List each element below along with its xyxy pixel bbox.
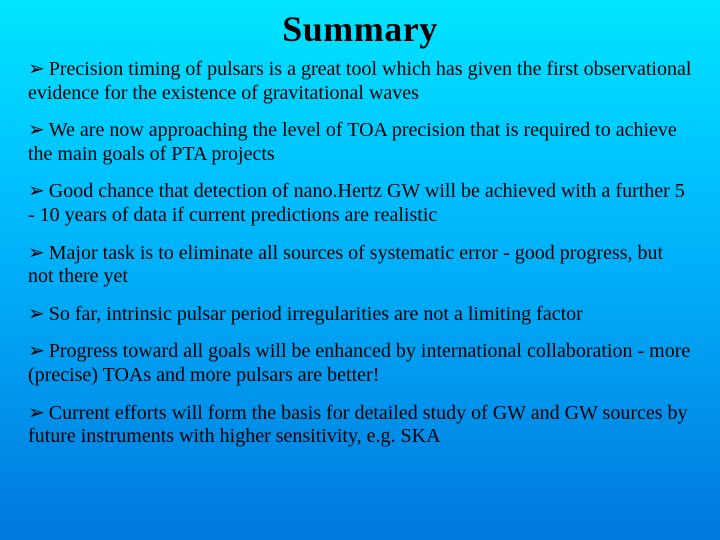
- bullet-arrow-icon: ➢: [28, 180, 45, 204]
- bullet-arrow-icon: ➢: [28, 402, 45, 426]
- list-item: ➢Progress toward all goals will be enhan…: [28, 340, 692, 387]
- bullet-text: Current efforts will form the basis for …: [28, 402, 688, 448]
- bullet-text: Good chance that detection of nano.Hertz…: [28, 180, 685, 226]
- bullet-arrow-icon: ➢: [28, 58, 45, 82]
- bullet-text: Major task is to eliminate all sources o…: [28, 242, 663, 288]
- bullet-arrow-icon: ➢: [28, 340, 45, 364]
- bullet-text: Precision timing of pulsars is a great t…: [28, 58, 691, 104]
- list-item: ➢Current efforts will form the basis for…: [28, 402, 692, 449]
- bullet-text: Progress toward all goals will be enhanc…: [28, 340, 690, 386]
- bullet-arrow-icon: ➢: [28, 303, 45, 327]
- list-item: ➢Precision timing of pulsars is a great …: [28, 58, 692, 105]
- bullet-arrow-icon: ➢: [28, 119, 45, 143]
- list-item: ➢So far, intrinsic pulsar period irregul…: [28, 303, 692, 327]
- bullet-text: We are now approaching the level of TOA …: [28, 119, 677, 165]
- bullet-arrow-icon: ➢: [28, 242, 45, 266]
- page-title: Summary: [28, 8, 692, 50]
- bullet-text: So far, intrinsic pulsar period irregula…: [49, 303, 583, 325]
- list-item: ➢Major task is to eliminate all sources …: [28, 242, 692, 289]
- list-item: ➢We are now approaching the level of TOA…: [28, 119, 692, 166]
- list-item: ➢Good chance that detection of nano.Hert…: [28, 180, 692, 227]
